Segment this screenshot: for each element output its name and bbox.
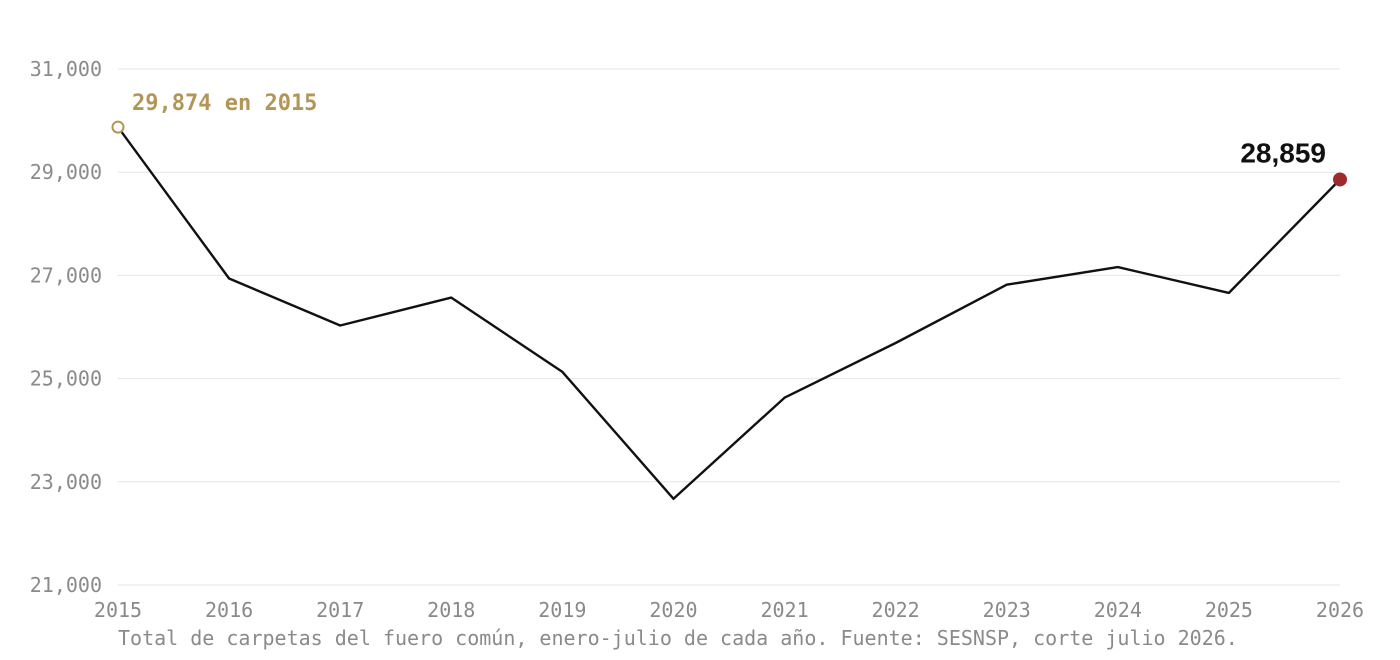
start-point-marker bbox=[111, 120, 125, 134]
marker-layer bbox=[111, 120, 1347, 187]
x-tick-label: 2021 bbox=[760, 598, 808, 622]
y-tick-label: 21,000 bbox=[30, 573, 102, 597]
end-annotation: 28,859 bbox=[1240, 137, 1326, 168]
start-annotation: 29,874 en 2015 bbox=[132, 91, 317, 116]
end-point-marker bbox=[1333, 172, 1347, 187]
series-layer bbox=[117, 126, 1341, 500]
y-tick-label: 31,000 bbox=[30, 57, 102, 81]
y-tick-label: 25,000 bbox=[30, 367, 102, 391]
x-tick-label: 2024 bbox=[1094, 598, 1142, 622]
y-tick-label: 27,000 bbox=[30, 263, 102, 287]
x-tick-label: 2016 bbox=[205, 598, 253, 622]
chart-caption: Total de carpetas del fuero común, enero… bbox=[118, 626, 1238, 650]
x-tick-label: 2015 bbox=[94, 598, 142, 622]
x-tick-label: 2018 bbox=[427, 598, 475, 622]
x-tick-label: 2019 bbox=[538, 598, 586, 622]
grid-lines bbox=[118, 68, 1340, 586]
y-tick-label: 23,000 bbox=[30, 470, 102, 494]
x-tick-label: 2026 bbox=[1316, 598, 1364, 622]
x-tick-label: 2017 bbox=[316, 598, 364, 622]
x-tick-label: 2025 bbox=[1205, 598, 1253, 622]
y-axis-ticks: 21,000 23,000 25,000 27,000 29,000 31,000 bbox=[30, 57, 102, 597]
series-line bbox=[117, 126, 1341, 500]
x-tick-label: 2022 bbox=[872, 598, 920, 622]
x-tick-label: 2023 bbox=[983, 598, 1031, 622]
x-axis-ticks: 2015 2016 2017 2018 2019 2020 2021 2022 2023 2024… bbox=[94, 598, 1364, 622]
x-tick-label: 2020 bbox=[649, 598, 697, 622]
y-tick-label: 29,000 bbox=[30, 160, 102, 184]
